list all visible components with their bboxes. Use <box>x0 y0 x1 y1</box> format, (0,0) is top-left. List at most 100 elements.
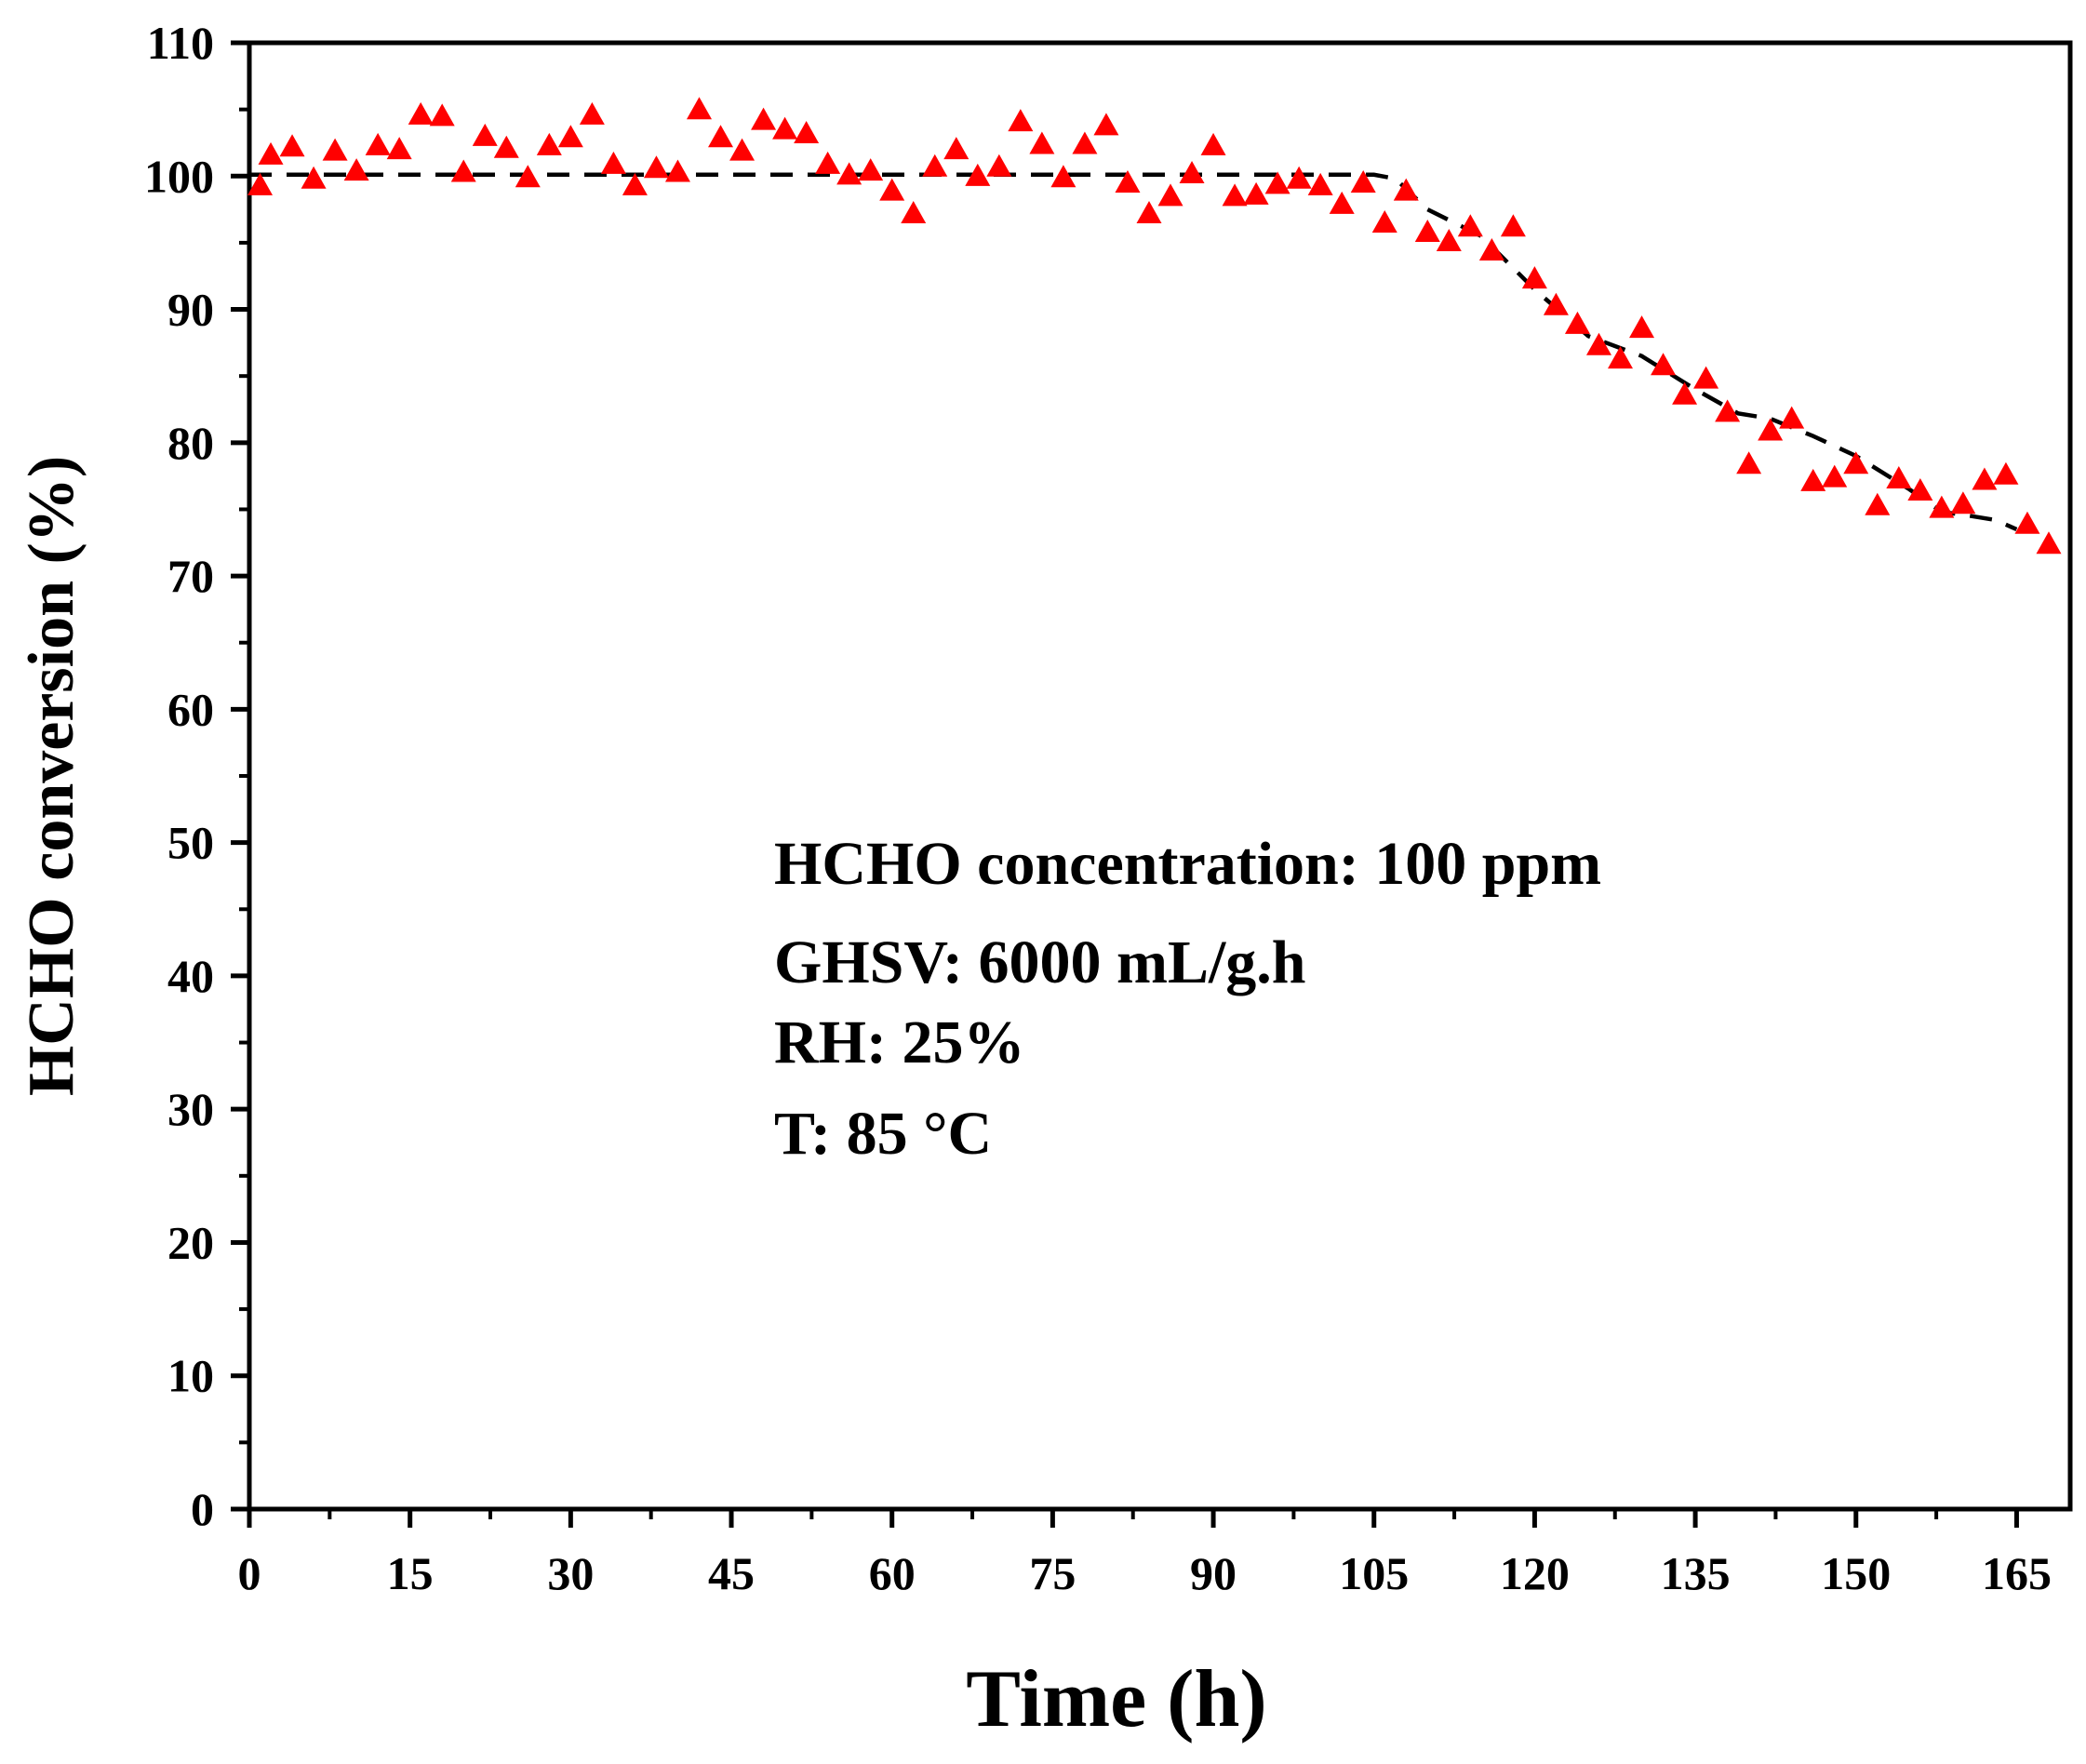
data-point <box>1179 160 1205 183</box>
data-point <box>579 101 605 125</box>
data-point <box>1286 166 1312 189</box>
data-point <box>708 125 734 148</box>
data-point <box>1478 238 1504 261</box>
data-point <box>386 137 412 160</box>
data-point <box>301 166 327 189</box>
data-point <box>322 138 348 161</box>
data-point <box>557 125 583 148</box>
x-axis-title: Time (h) <box>966 1654 1266 1744</box>
y-tick-label: 70 <box>167 550 214 602</box>
data-point <box>1929 495 1955 518</box>
data-point <box>536 132 562 155</box>
data-point <box>258 141 284 165</box>
data-point <box>922 154 948 177</box>
data-point <box>1993 461 2019 485</box>
y-tick-label: 100 <box>144 150 214 202</box>
y-tick-label: 40 <box>167 950 214 1002</box>
data-point <box>1350 169 1376 193</box>
data-point <box>1972 467 1998 490</box>
data-point <box>493 135 519 158</box>
data-point <box>1758 418 1784 441</box>
data-point <box>751 107 777 130</box>
data-point <box>600 151 626 174</box>
data-point <box>1800 468 1826 491</box>
data-point <box>901 200 927 223</box>
y-tick-label: 90 <box>167 284 214 336</box>
data-point <box>858 158 884 181</box>
data-point <box>1886 466 1912 489</box>
x-tick-label: 75 <box>1029 1547 1076 1599</box>
data-point <box>1843 451 1869 474</box>
data-point <box>1414 220 1440 242</box>
data-point <box>247 172 274 195</box>
data-point <box>943 137 969 160</box>
data-point <box>2036 531 2062 555</box>
data-point <box>794 120 820 143</box>
data-point <box>1115 169 1141 193</box>
x-tick-label: 150 <box>1821 1547 1891 1599</box>
annotation-ghsv: GHSV: 6000 mL/g.h <box>774 929 1306 996</box>
y-tick-label: 10 <box>167 1350 214 1402</box>
data-point <box>1950 491 1976 514</box>
x-tick-label: 165 <box>1982 1547 2052 1599</box>
data-point <box>1693 366 1719 389</box>
data-point <box>729 138 756 161</box>
data-point <box>1564 311 1590 334</box>
data-point <box>1672 381 1698 405</box>
data-point <box>1243 181 1269 205</box>
data-point <box>1629 315 1655 339</box>
annotation-temperature: T: 85 °C <box>774 1100 992 1168</box>
y-tick-label: 50 <box>167 817 214 869</box>
data-point <box>1050 165 1076 188</box>
data-point <box>343 158 369 181</box>
y-tick-label: 110 <box>147 17 214 69</box>
data-point <box>429 103 455 127</box>
data-point <box>965 163 991 186</box>
y-tick-label: 80 <box>167 417 214 469</box>
data-point <box>1779 406 1805 429</box>
data-point <box>1715 399 1741 422</box>
x-tick-label: 105 <box>1339 1547 1409 1599</box>
data-point <box>1608 346 1634 369</box>
data-point <box>515 165 541 188</box>
data-point <box>1264 171 1290 194</box>
trend-line <box>249 172 2018 531</box>
plot-area <box>247 40 2073 1512</box>
data-point <box>1008 109 1034 132</box>
data-point <box>815 151 841 174</box>
x-tick-label: 0 <box>238 1547 261 1599</box>
x-tick-label: 135 <box>1661 1547 1731 1599</box>
data-point <box>1500 214 1526 237</box>
data-point <box>1157 183 1183 207</box>
axes-layer: 0 15 30 45 60 75 90 105 120 135 150 165 0 10 20 30 40 50 6… <box>144 17 2052 1599</box>
data-point <box>664 159 690 182</box>
data-point <box>686 97 712 120</box>
data-point <box>1093 113 1119 136</box>
y-axis-title: HCHO conversion (%) <box>16 456 87 1096</box>
data-point <box>279 134 305 157</box>
data-point <box>472 123 498 146</box>
x-tick-label: 45 <box>708 1547 755 1599</box>
x-tick-label: 90 <box>1190 1547 1237 1599</box>
data-point <box>365 132 391 155</box>
annotation-rh: RH: 25% <box>774 1009 1024 1076</box>
y-tick-label: 60 <box>167 683 214 735</box>
data-point <box>1329 191 1355 214</box>
y-tick-label: 20 <box>167 1216 214 1268</box>
x-tick-label: 60 <box>869 1547 916 1599</box>
data-point <box>1543 292 1569 315</box>
x-tick-label: 15 <box>387 1547 434 1599</box>
y-tick-label: 30 <box>167 1083 214 1135</box>
series-layer <box>247 97 2062 555</box>
data-point <box>622 172 648 195</box>
data-point <box>1436 229 1462 252</box>
data-point <box>1307 172 1333 195</box>
data-point <box>986 154 1012 177</box>
data-point <box>1393 178 1419 201</box>
data-point <box>772 116 798 140</box>
data-point <box>1585 332 1611 355</box>
data-point <box>1907 477 1933 501</box>
data-point <box>1822 464 1848 488</box>
x-tick-label: 30 <box>547 1547 594 1599</box>
